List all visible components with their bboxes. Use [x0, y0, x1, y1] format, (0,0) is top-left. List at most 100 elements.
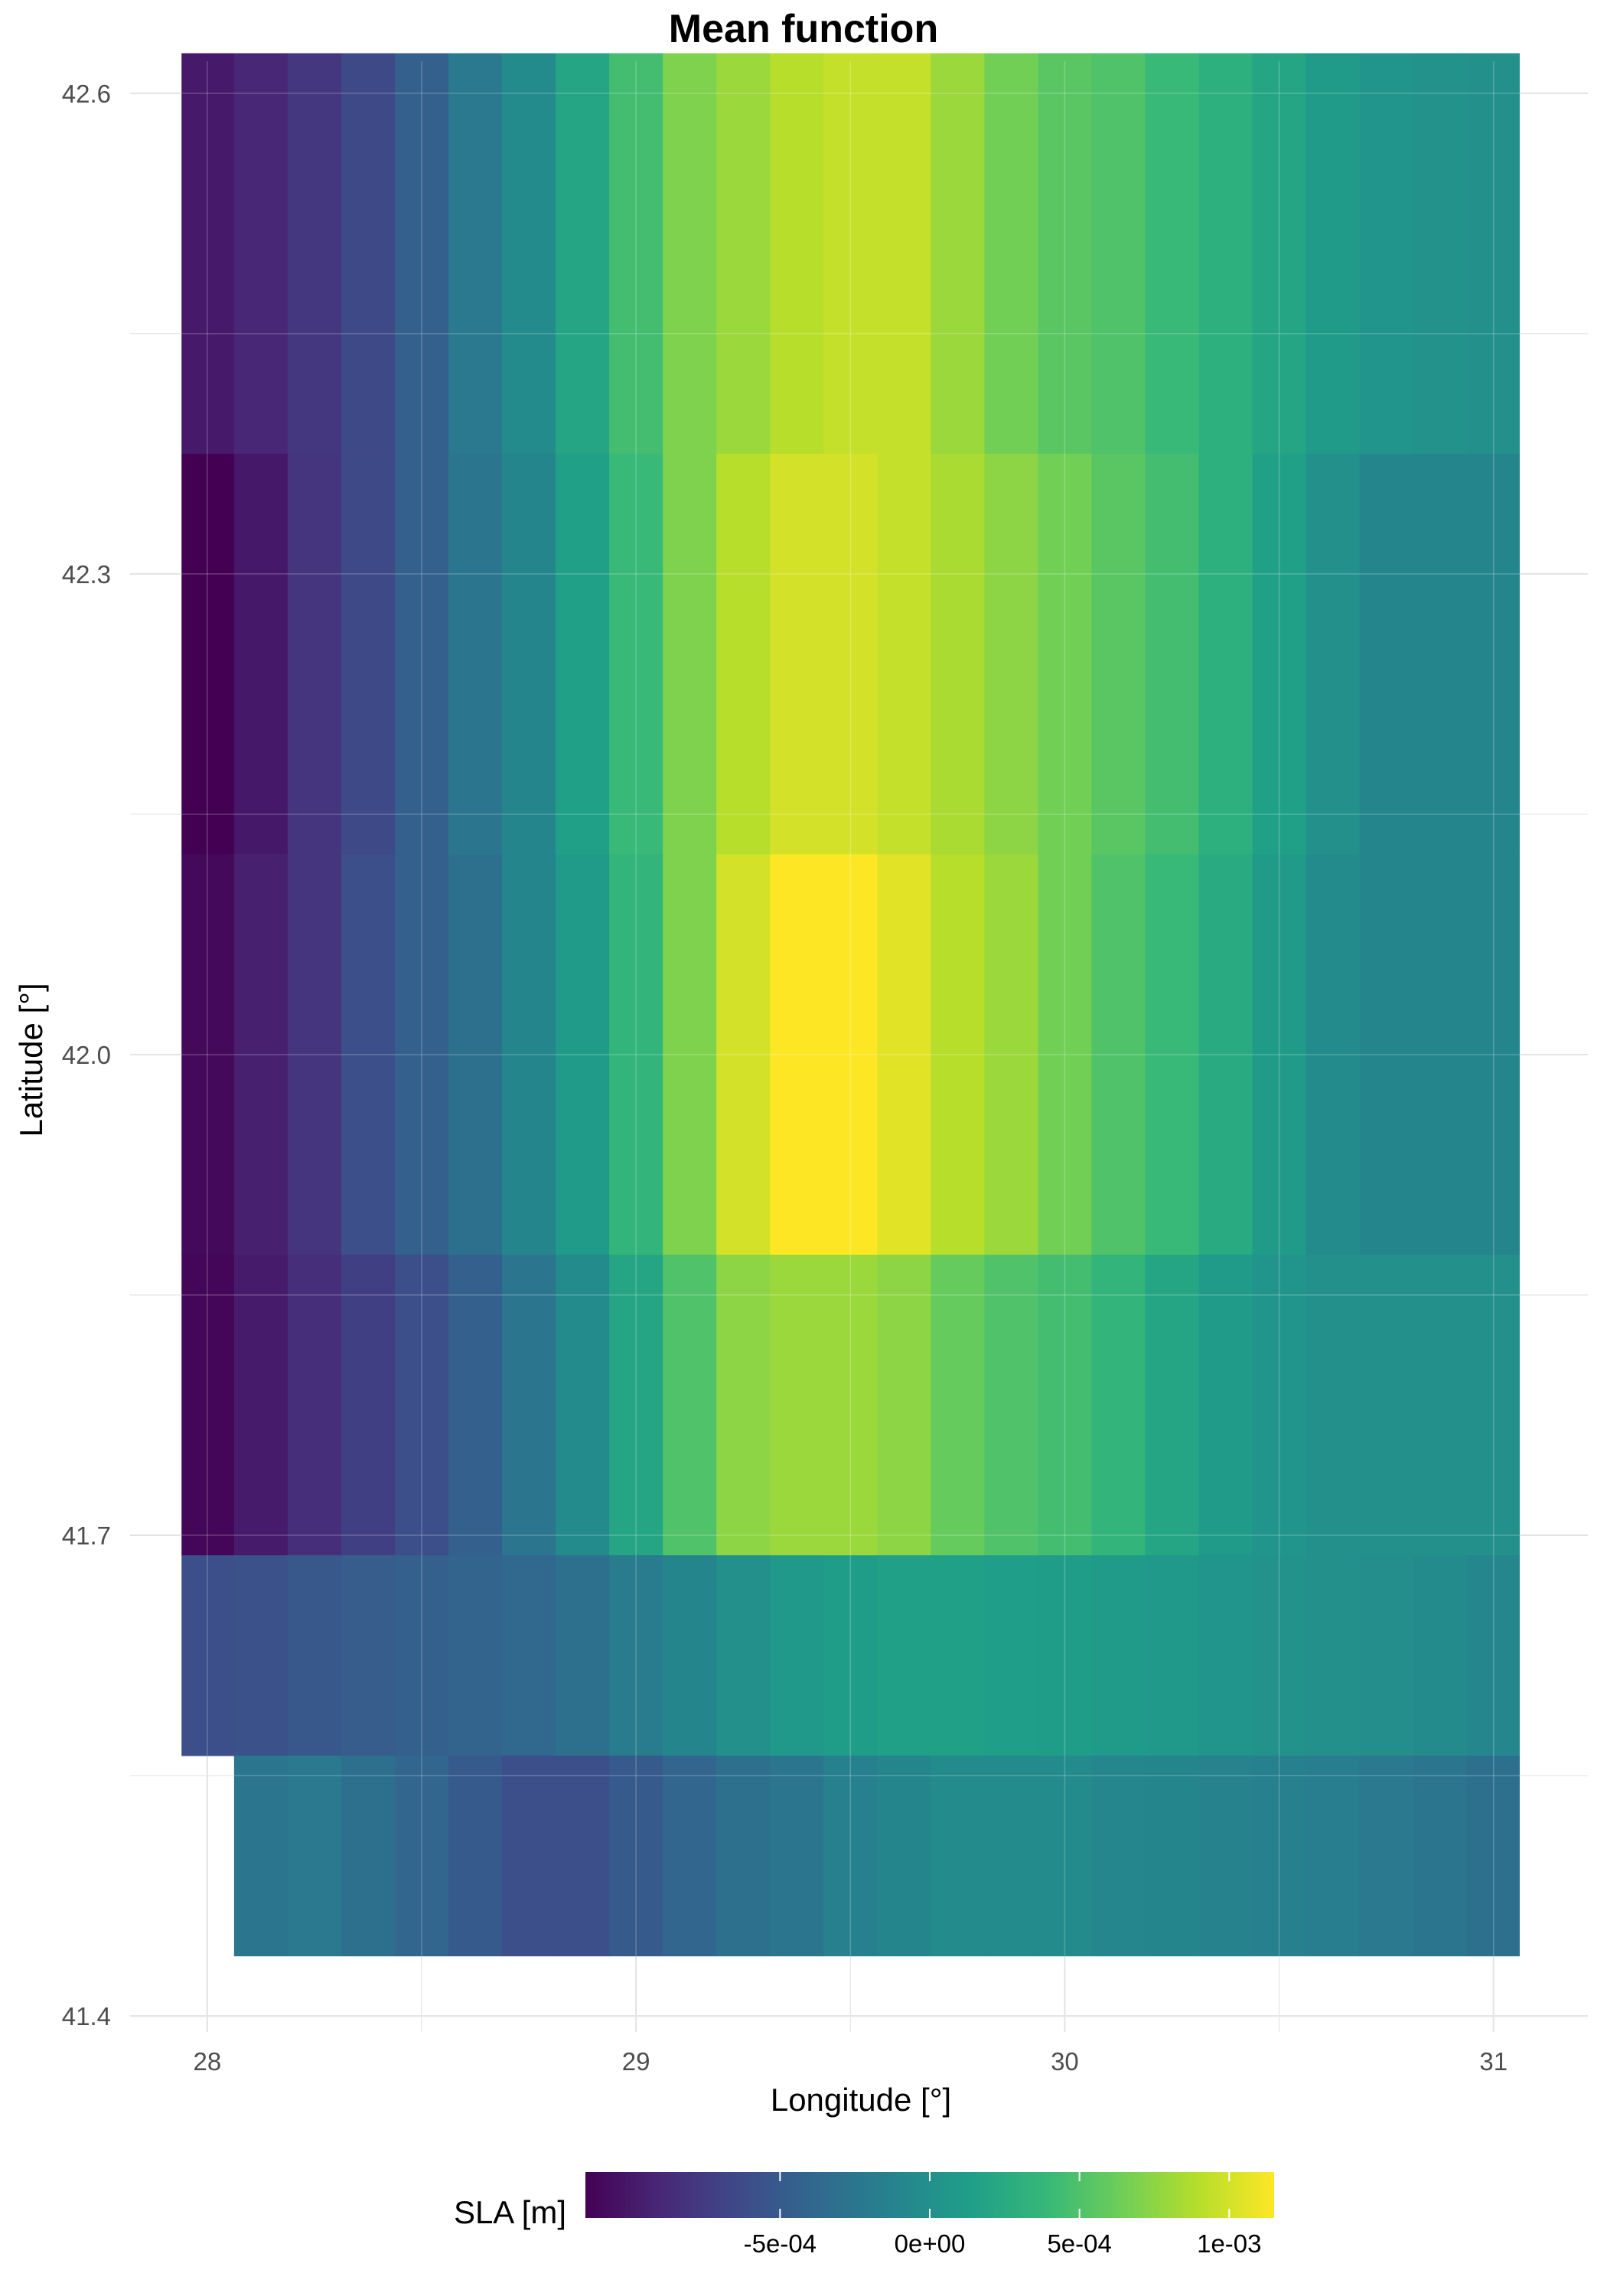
- heatmap-cell: [233, 53, 288, 455]
- heatmap-cell: [609, 1555, 663, 1756]
- heatmap-cell: [287, 453, 342, 855]
- heatmap-cell: [716, 1254, 771, 1556]
- heatmap-cell: [448, 1755, 503, 1957]
- heatmap-cell: [663, 854, 717, 1256]
- heatmap-cell: [609, 854, 663, 1256]
- heatmap-cell: [1038, 1254, 1093, 1556]
- heatmap-cell: [1305, 453, 1361, 855]
- heatmap-cell: [341, 854, 396, 1256]
- heatmap-cell: [448, 1555, 503, 1756]
- heatmap-cell: [663, 1254, 717, 1556]
- heatmap-cell: [877, 854, 931, 1256]
- y-tick-label: 41.7: [62, 1521, 111, 1550]
- colorbar-tick-label: 5e-04: [1047, 2229, 1111, 2258]
- x-axis-title: Longitude [°]: [771, 2082, 951, 2118]
- heatmap-cell: [394, 53, 449, 455]
- heatmap-cell: [770, 1254, 824, 1556]
- heatmap-cell: [181, 53, 235, 455]
- heatmap-cell: [556, 1755, 610, 1957]
- heatmap-cell: [341, 1555, 396, 1756]
- x-tick-label: 30: [1051, 2047, 1079, 2076]
- heatmap-cell: [716, 53, 771, 455]
- colorbar-tick-label: -5e-04: [744, 2229, 817, 2258]
- colorbar-tick-label: 0e+00: [895, 2229, 966, 2258]
- heatmap-cell: [823, 854, 878, 1256]
- heatmap-cell: [1038, 53, 1093, 455]
- heatmap-cell: [287, 1254, 342, 1556]
- heatmap-cell: [502, 453, 556, 855]
- heatmap-cell: [1413, 1254, 1468, 1556]
- heatmap-cell: [877, 1755, 931, 1957]
- heatmap-cell: [394, 1254, 449, 1556]
- heatmap-cell: [1466, 53, 1520, 455]
- heatmap-cell: [1466, 1755, 1520, 1957]
- heatmap-cell: [394, 1755, 449, 1957]
- heatmap-cell: [1252, 1254, 1307, 1556]
- heatmap-cell: [1145, 53, 1200, 455]
- heatmap-cell: [341, 453, 396, 855]
- heatmap-cell: [1359, 53, 1414, 455]
- heatmap-cell: [1359, 854, 1414, 1256]
- chart-title: Mean function: [668, 7, 939, 51]
- heatmap-cell: [1038, 1555, 1093, 1756]
- heatmap-cell: [1305, 53, 1361, 455]
- heatmap-cell: [609, 1254, 663, 1556]
- heatmap-cell: [233, 1555, 288, 1756]
- tile-layer: [130, 53, 1588, 2032]
- heatmap-cell: [877, 53, 931, 455]
- heatmap-cell: [1198, 1755, 1253, 1957]
- heatmap-cell: [341, 1254, 396, 1556]
- heatmap-cell: [1252, 53, 1307, 455]
- heatmap-cell: [287, 53, 342, 455]
- heatmap-cell: [287, 1555, 342, 1756]
- heatmap-cell: [877, 1555, 931, 1756]
- heatmap-cell: [394, 453, 449, 855]
- heatmap-cell: [1466, 1254, 1520, 1556]
- heatmap-cell: [1198, 453, 1253, 855]
- heatmap-cell: [1198, 53, 1253, 455]
- heatmap-cell: [1038, 1755, 1093, 1957]
- heatmap-cell: [716, 453, 771, 855]
- heatmap-cell: [502, 53, 556, 455]
- heatmap-cell: [716, 1755, 771, 1957]
- heatmap-cell: [181, 453, 235, 855]
- heatmap-cell: [1413, 53, 1468, 455]
- heatmap-cell: [1466, 1555, 1520, 1756]
- heatmap-cell: [1252, 1555, 1307, 1756]
- heatmap-cell: [1145, 1254, 1200, 1556]
- heatmap-cell: [341, 1755, 396, 1957]
- heatmap-cell: [931, 854, 985, 1256]
- heatmap-cell: [770, 854, 824, 1256]
- heatmap-cell: [181, 1254, 235, 1556]
- heatmap-cell: [1038, 453, 1093, 855]
- x-tick-label: 28: [193, 2047, 221, 2076]
- heatmap-cell: [609, 1755, 663, 1957]
- heatmap-cell: [1359, 453, 1414, 855]
- heatmap-cell: [984, 1755, 1039, 1957]
- heatmap-cell: [716, 854, 771, 1256]
- heatmap-cell: [984, 53, 1039, 455]
- heatmap-cell: [663, 1755, 717, 1957]
- y-tick-label: 42.6: [62, 80, 111, 108]
- y-tick-label: 42.0: [62, 1041, 111, 1069]
- heatmap-cell: [984, 453, 1039, 855]
- heatmap-cell: [556, 1555, 610, 1756]
- heatmap-cell: [448, 53, 503, 455]
- heatmap-cell: [770, 453, 824, 855]
- heatmap-cell: [984, 1254, 1039, 1556]
- heatmap-cell: [233, 453, 288, 855]
- heatmap-cell: [609, 53, 663, 455]
- heatmap-cell: [931, 453, 985, 855]
- heatmap-cell: [663, 1555, 717, 1756]
- heatmap-cell: [1091, 1254, 1146, 1556]
- heatmap-cell: [877, 1254, 931, 1556]
- heatmap-cell: [1359, 1555, 1414, 1756]
- heatmap-cell: [931, 53, 985, 455]
- heatmap-cell: [556, 53, 610, 455]
- heatmap-cell: [1145, 1755, 1200, 1957]
- heatmap-cell: [716, 1555, 771, 1756]
- heatmap-cell: [341, 53, 396, 455]
- heatmap-cell: [1198, 1555, 1253, 1756]
- colorbar-legend: SLA [m] -5e-04 0e+00 5e-04 1e-03: [454, 2172, 1274, 2258]
